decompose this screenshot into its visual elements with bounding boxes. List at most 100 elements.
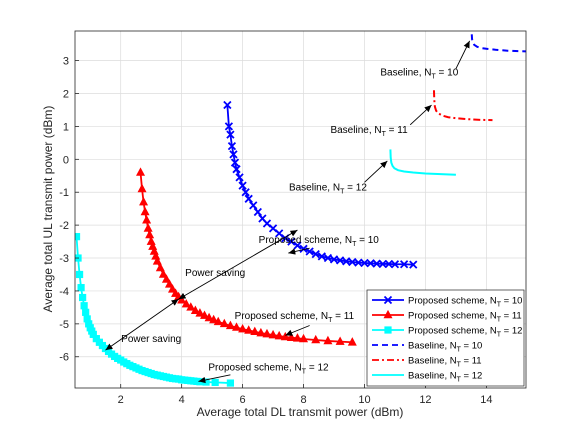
data-point xyxy=(335,256,345,265)
data-point xyxy=(226,379,235,387)
data-point xyxy=(213,316,223,326)
data-point xyxy=(241,188,250,197)
x-tick-label: 4 xyxy=(179,394,185,406)
data-point xyxy=(256,327,266,337)
data-point xyxy=(323,335,333,345)
annotation-arrow xyxy=(364,160,388,183)
data-point xyxy=(82,308,90,316)
data-point xyxy=(77,284,85,292)
x-tick-label: 8 xyxy=(300,394,306,406)
y-tick-label: -6 xyxy=(59,352,69,364)
legend-marker xyxy=(383,309,393,319)
data-point xyxy=(230,158,240,167)
legend-entry: Proposed scheme, NT = 11 xyxy=(372,309,522,324)
annotation-arrow xyxy=(285,325,310,336)
y-tick-label: 3 xyxy=(63,56,69,68)
data-point xyxy=(268,329,278,339)
data-point xyxy=(311,334,321,344)
data-point xyxy=(299,333,309,343)
data-point xyxy=(244,194,253,203)
legend-marker xyxy=(383,295,393,305)
x-tick-label: 14 xyxy=(480,394,492,406)
data-point xyxy=(299,244,308,253)
data-point xyxy=(181,298,191,308)
data-point xyxy=(311,249,320,259)
data-point xyxy=(229,150,238,159)
legend-entry: Proposed scheme, NT = 12 xyxy=(372,326,522,339)
data-point xyxy=(232,322,242,331)
annotation-label: Baseline, NT = 11 xyxy=(330,125,408,138)
y-tick-label: 2 xyxy=(63,89,69,101)
y-tick-label: 0 xyxy=(63,154,69,166)
data-point xyxy=(250,326,260,336)
data-point xyxy=(238,323,248,333)
data-point xyxy=(378,259,387,269)
data-point xyxy=(196,378,204,386)
legend-box xyxy=(366,289,525,387)
series-2 xyxy=(136,167,357,346)
series-line xyxy=(389,149,456,176)
annotation-label: Baseline, NT = 12 xyxy=(289,183,367,196)
data-point xyxy=(209,314,219,324)
annotations: Baseline, NT = 10 Baseline, NT = 11 Baseli… xyxy=(105,40,471,384)
data-point xyxy=(145,229,155,239)
power-saving-arrow xyxy=(178,229,298,300)
data-point xyxy=(226,130,235,139)
data-point xyxy=(227,142,237,151)
data-point xyxy=(244,325,254,334)
data-point xyxy=(225,320,235,330)
data-point xyxy=(292,333,302,342)
annotation-label: Power saving xyxy=(121,334,181,345)
y-axis-label: Average total UL transmit power (dBm) xyxy=(41,106,55,313)
data-point xyxy=(200,310,210,319)
annotation-label: Proposed scheme, NT = 11 xyxy=(235,311,355,324)
data-point xyxy=(317,252,326,261)
data-point xyxy=(390,260,400,269)
y-tick-label: -2 xyxy=(59,220,69,232)
series-group xyxy=(75,34,526,387)
legend-label: Proposed scheme, NT = 12 xyxy=(408,326,522,339)
y-tick-label: -5 xyxy=(59,319,69,331)
data-point xyxy=(262,328,272,338)
data-point xyxy=(409,260,418,269)
legend-entry: Baseline, NT = 11 xyxy=(372,356,482,369)
legend-entry: Baseline, NT = 12 xyxy=(372,371,482,384)
data-point xyxy=(249,201,258,210)
data-point xyxy=(323,253,333,263)
data-point xyxy=(79,293,87,302)
data-point xyxy=(195,308,205,317)
data-point xyxy=(161,274,171,283)
data-point xyxy=(232,165,241,174)
data-point xyxy=(211,378,219,387)
data-point xyxy=(238,181,247,190)
x-axis-label: Average total DL transmit power (dBm) xyxy=(197,405,404,419)
legend-entry: Proposed scheme, NT = 10 xyxy=(372,296,522,309)
legend-label: Baseline, NT = 10 xyxy=(408,341,482,354)
data-point xyxy=(139,196,149,206)
data-point xyxy=(136,167,146,176)
data-point xyxy=(155,262,165,272)
legend-marker xyxy=(384,326,392,334)
data-point xyxy=(80,302,88,310)
y-tick-label: -3 xyxy=(59,253,69,265)
data-point xyxy=(140,206,150,216)
annotation-arrow xyxy=(409,104,432,126)
data-point xyxy=(75,270,84,279)
data-point xyxy=(347,337,357,346)
y-tick-label: 1 xyxy=(63,121,69,133)
data-point xyxy=(152,256,162,265)
data-point xyxy=(186,302,196,311)
x-tick-label: 2 xyxy=(118,394,124,406)
annotation-label: Proposed scheme, NT = 12 xyxy=(208,363,329,376)
data-point xyxy=(143,223,153,232)
data-point xyxy=(204,312,214,322)
data-point xyxy=(158,269,168,278)
annotation-arrow xyxy=(198,374,231,384)
data-point xyxy=(177,295,187,304)
data-point xyxy=(286,332,296,341)
data-point xyxy=(224,122,234,131)
annotation-label: Proposed scheme, NT = 10 xyxy=(259,235,380,248)
series-6 xyxy=(389,149,456,176)
